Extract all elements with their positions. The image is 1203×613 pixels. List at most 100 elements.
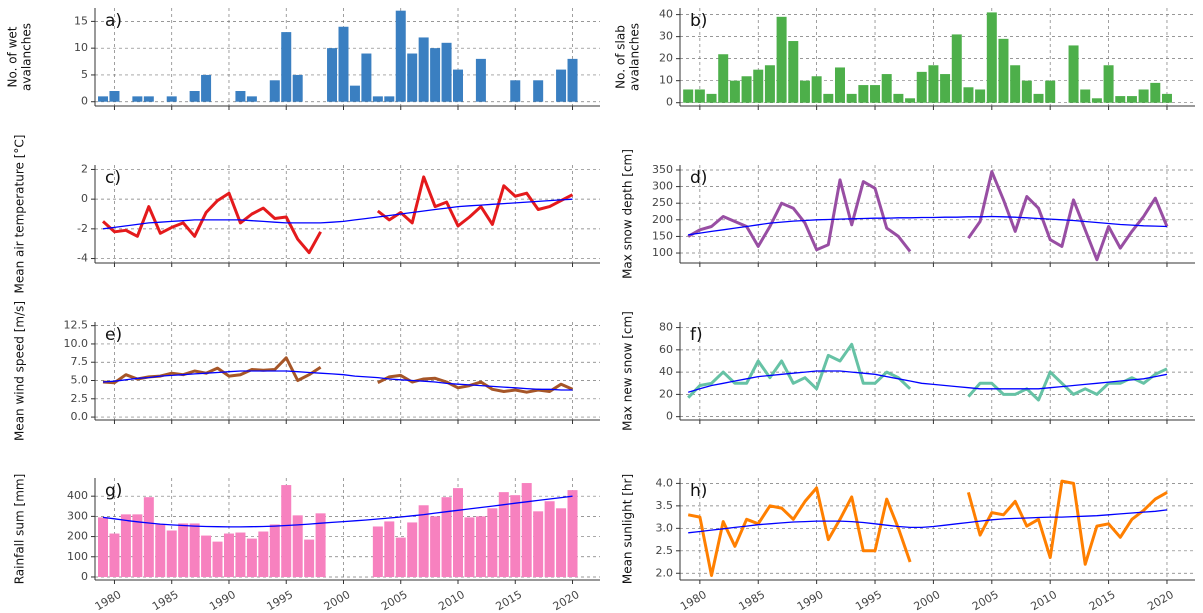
y-tick-label: 0 — [81, 95, 88, 108]
x-tick-label: 1990 — [207, 588, 238, 613]
panel-label: a) — [105, 11, 122, 31]
y-tick-label: 5.0 — [71, 374, 89, 387]
bar — [998, 38, 1009, 103]
bar — [764, 65, 775, 103]
x-tick-label: 2015 — [1087, 588, 1118, 613]
bar — [384, 521, 395, 577]
y-tick-label: 0 — [81, 570, 88, 583]
y-tick-label: 30 — [659, 30, 673, 43]
y-axis-label: No. of slab — [614, 25, 628, 89]
x-tick-label: 1995 — [853, 588, 884, 613]
y-tick-label: 0 — [81, 192, 88, 205]
bar — [487, 508, 498, 577]
y-axis-label: No. of wet — [6, 26, 20, 87]
bar — [498, 492, 509, 577]
bar — [143, 96, 154, 102]
y-tick-label: 200 — [67, 530, 88, 543]
bar — [1010, 65, 1021, 103]
bar — [269, 524, 280, 577]
panel-label: e) — [105, 325, 122, 345]
x-tick-label: 1985 — [736, 588, 767, 613]
bar — [201, 74, 212, 102]
y-tick-label: 5 — [81, 68, 88, 81]
trend-line — [688, 370, 1168, 393]
data-line — [687, 170, 1169, 262]
bar — [430, 48, 441, 102]
bar — [510, 80, 521, 102]
y-tick-label: 200 — [652, 213, 673, 226]
bar — [870, 85, 881, 103]
bar — [189, 523, 200, 577]
y-tick-label: 350 — [652, 163, 673, 176]
bar — [109, 533, 120, 577]
bar — [521, 483, 532, 577]
bar — [407, 522, 418, 577]
y-tick-label: 2.0 — [656, 566, 674, 579]
bar — [281, 485, 292, 577]
y-tick-label: 20 — [659, 387, 673, 400]
bar — [464, 517, 475, 577]
bar — [98, 96, 109, 102]
y-tick-label: 7.5 — [71, 355, 89, 368]
bar — [292, 515, 303, 577]
bar — [823, 93, 834, 103]
y-tick-label: -2 — [77, 222, 88, 235]
y-tick-label: 0.0 — [71, 410, 89, 423]
data-line — [101, 175, 574, 255]
bar — [1080, 89, 1091, 103]
bar — [223, 533, 234, 577]
bar — [418, 37, 429, 102]
bar — [776, 16, 787, 103]
trend-line — [102, 495, 573, 528]
bar — [453, 69, 464, 102]
bar — [556, 508, 567, 577]
bar — [940, 74, 951, 103]
trend-line — [102, 198, 573, 230]
y-tick-label: 100 — [67, 550, 88, 563]
bar — [475, 516, 486, 577]
y-tick-label: 10 — [74, 41, 88, 54]
bar — [143, 497, 154, 577]
bar — [475, 58, 486, 102]
y-axis-label: Mean wind speed [m/s] — [13, 301, 27, 441]
y-tick-label: 10 — [659, 74, 673, 87]
bar — [567, 490, 578, 577]
bar — [212, 541, 223, 577]
bar — [706, 93, 717, 103]
x-tick-label: 1980 — [93, 588, 124, 613]
bar — [1045, 80, 1056, 103]
bar — [1115, 96, 1126, 103]
bar — [753, 69, 764, 103]
x-tick-label: 2020 — [551, 588, 582, 613]
y-tick-label: 2 — [81, 162, 88, 175]
bar — [246, 538, 257, 577]
bar — [986, 12, 997, 103]
bar — [846, 93, 857, 103]
bar — [98, 517, 109, 577]
bar — [361, 53, 372, 102]
y-axis-label: Mean sunlight [hr] — [621, 474, 635, 584]
panel-label: f) — [690, 325, 703, 345]
bar — [1033, 93, 1044, 103]
bar — [372, 526, 383, 577]
bar — [166, 530, 177, 577]
x-tick-label: 2010 — [1028, 588, 1059, 613]
bar — [430, 516, 441, 577]
bar — [881, 74, 892, 103]
bar — [1068, 45, 1079, 103]
bar — [132, 96, 143, 102]
bar — [1021, 80, 1032, 103]
bar — [694, 89, 705, 103]
bar — [928, 65, 939, 103]
bar — [407, 53, 418, 102]
y-tick-label: 250 — [652, 196, 673, 209]
bar — [951, 34, 962, 103]
x-tick-label: 2015 — [494, 588, 525, 613]
bar — [975, 89, 986, 103]
y-tick-label: 20 — [659, 52, 673, 65]
y-tick-label: 80 — [659, 321, 673, 334]
bar — [178, 523, 189, 577]
y-tick-label: 12.5 — [64, 319, 89, 332]
bar — [683, 89, 694, 103]
